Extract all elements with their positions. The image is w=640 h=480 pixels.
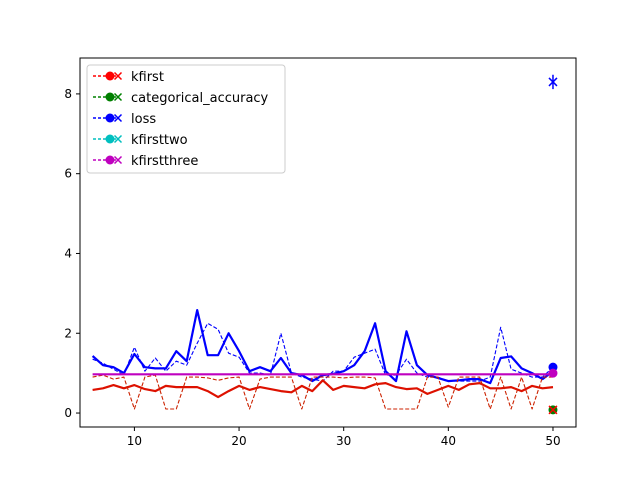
y-tick-label-8: 8 [64, 87, 72, 101]
legend-box [86, 64, 286, 174]
x-tick-label-10: 10 [127, 434, 142, 448]
legend-entry-kfirsttwo: kfirsttwo [93, 133, 188, 148]
x-tick-label-50: 50 [545, 434, 560, 448]
legend-entry-kfirst: kfirst [93, 70, 164, 85]
legend-entry-categorical_accuracy: categorical_accuracy [93, 91, 269, 106]
x-axis: 10 20 30 40 50 [127, 427, 561, 448]
legend-label: categorical_accuracy [131, 91, 269, 106]
legend-entry-loss: loss [93, 112, 156, 127]
y-tick-label-4: 4 [64, 246, 72, 260]
x-tick-label-40: 40 [441, 434, 456, 448]
y-tick-label-2: 2 [64, 326, 72, 340]
series-layer [91, 309, 554, 410]
x-tick-label-30: 30 [336, 434, 351, 448]
marker-kfirstthree_dot [548, 368, 558, 378]
marker-kfirst_dot [548, 405, 558, 415]
series-line-kfirst_raw [92, 374, 553, 410]
plot-frame [79, 57, 577, 428]
y-tick-label-0: 0 [64, 406, 72, 420]
marker-loss_errorbar [548, 74, 558, 90]
legend-label: loss [131, 112, 156, 127]
y-tick-label-6: 6 [64, 167, 72, 181]
series-line-kfirst_smooth [92, 379, 554, 399]
x-tick-label-20: 20 [231, 434, 246, 448]
legend-label: kfirstthree [131, 154, 198, 169]
endpoint-layer [548, 74, 558, 415]
legend-label: kfirsttwo [131, 133, 188, 148]
legend-label: kfirst [131, 70, 164, 85]
y-axis: 0 2 4 6 8 [64, 87, 80, 420]
legend-entry-kfirstthree: kfirstthree [93, 154, 198, 169]
